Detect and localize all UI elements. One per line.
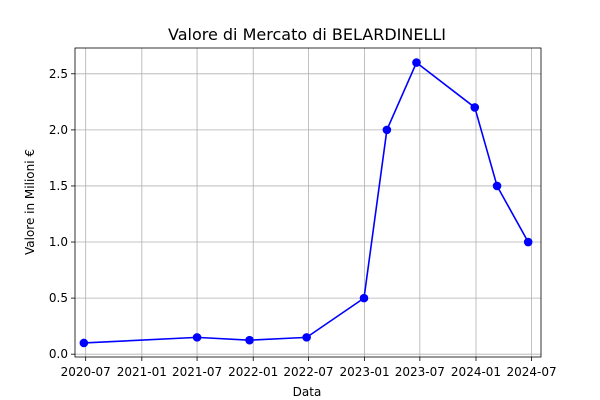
series-group bbox=[79, 58, 533, 348]
x-tick-label: 2021-07 bbox=[172, 365, 222, 379]
y-tick-label: 2.0 bbox=[49, 123, 68, 137]
data-point bbox=[302, 333, 311, 342]
y-axis-label: Valore in Milioni € bbox=[23, 149, 37, 255]
y-tick-label: 2.5 bbox=[49, 67, 68, 81]
x-tick-label: 2021-01 bbox=[117, 365, 167, 379]
x-tick-label: 2022-01 bbox=[228, 365, 278, 379]
x-axis-label: Data bbox=[293, 385, 322, 399]
x-tick-label: 2022-07 bbox=[283, 365, 333, 379]
y-tick-label: 1.5 bbox=[49, 179, 68, 193]
x-axis: 2020-07 2021-01 2021-07 2022-01 2022-07 2023-… bbox=[61, 357, 557, 379]
x-tick-label: 2020-07 bbox=[61, 365, 111, 379]
data-point bbox=[523, 237, 533, 247]
data-point bbox=[492, 181, 502, 191]
data-point bbox=[245, 335, 254, 345]
x-tick-label: 2023-01 bbox=[340, 365, 390, 379]
data-point bbox=[412, 58, 421, 67]
data-point bbox=[359, 293, 369, 303]
y-tick-label: 0.0 bbox=[49, 347, 68, 361]
x-tick-label: 2024-07 bbox=[506, 365, 556, 379]
series-line bbox=[83, 61, 529, 344]
x-tick-label: 2024-01 bbox=[451, 365, 501, 379]
data-point bbox=[192, 333, 202, 342]
x-tick-label: 2023-07 bbox=[395, 365, 445, 379]
y-tick-label: 1.0 bbox=[49, 235, 68, 249]
plot-area-frame bbox=[74, 47, 542, 358]
y-axis: 0.0 0.5 1.0 1.5 2.0 2.5 bbox=[49, 67, 75, 361]
data-point bbox=[79, 338, 89, 348]
grid bbox=[75, 48, 541, 357]
chart-title: Valore di Mercato di BELARDINELLI bbox=[168, 25, 446, 44]
y-tick-label: 0.5 bbox=[49, 291, 68, 305]
data-point bbox=[382, 125, 392, 135]
data-point bbox=[470, 103, 480, 112]
